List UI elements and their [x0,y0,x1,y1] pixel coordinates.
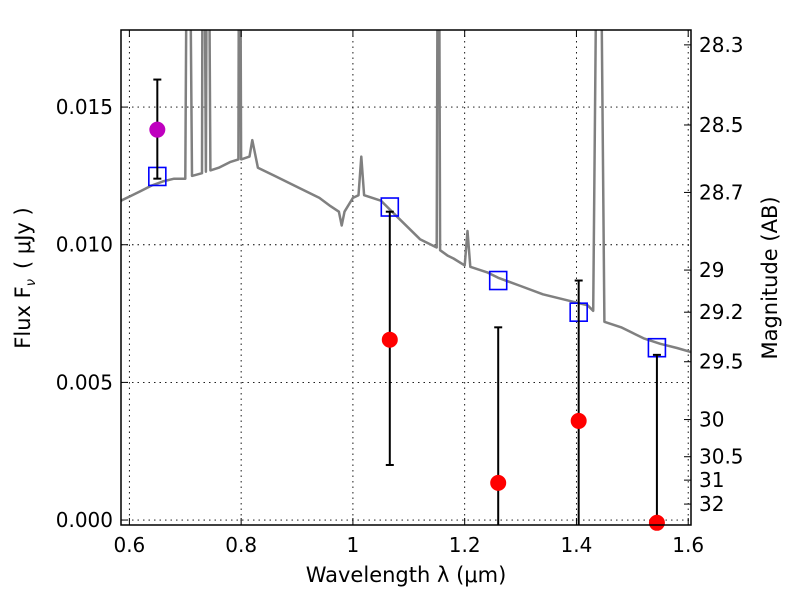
plot-frame [120,29,692,526]
y-tick-label: 0.015 [56,95,113,119]
observed-point [570,412,587,429]
y-axis-label: Flux Fν( μJy ) [11,207,39,348]
axes: 0.6 0.8 1 1.2 1.4 1.6 0.000 0.005 0.010 0.015 28.3… [56,30,744,557]
spectrum-line [121,30,691,354]
y-tick-label: 0.005 [56,370,113,394]
y2-tick-label: 29 [699,258,724,282]
observed-point [149,121,166,138]
markers [148,78,667,531]
y-tick-label: 0.010 [56,233,113,257]
grid [121,30,691,525]
y2-tick-label: 30 [699,408,724,432]
y2-tick-label: 28.7 [699,180,744,204]
x-tick-label: 1 [347,533,360,557]
x-tick-label: 0.6 [113,533,145,557]
x-axis-label: Wavelength λ (μm) [306,563,507,587]
observed-point [490,474,507,491]
y2-tick-label: 28.3 [699,33,744,57]
observed-point [648,514,665,531]
y-tick-label: 0.000 [56,508,113,532]
x-tick-label: 1.6 [672,533,704,557]
observed-point [381,331,398,348]
plot-area [121,30,691,354]
y2-tick-label: 31 [699,468,724,492]
y2-tick-label: 29.2 [699,300,744,324]
x-tick-label: 1.2 [449,533,481,557]
x-tick-label: 1.4 [561,533,593,557]
y2-tick-label: 32 [699,492,724,516]
y2-tick-label: 28.5 [699,113,744,137]
x-tick-label: 0.8 [225,533,257,557]
y2-tick-label: 30.5 [699,445,744,469]
y2-tick-label: 29.5 [699,350,744,374]
model-photometry-square [488,270,508,291]
y2-axis-label: Magnitude (AB) [758,196,782,359]
